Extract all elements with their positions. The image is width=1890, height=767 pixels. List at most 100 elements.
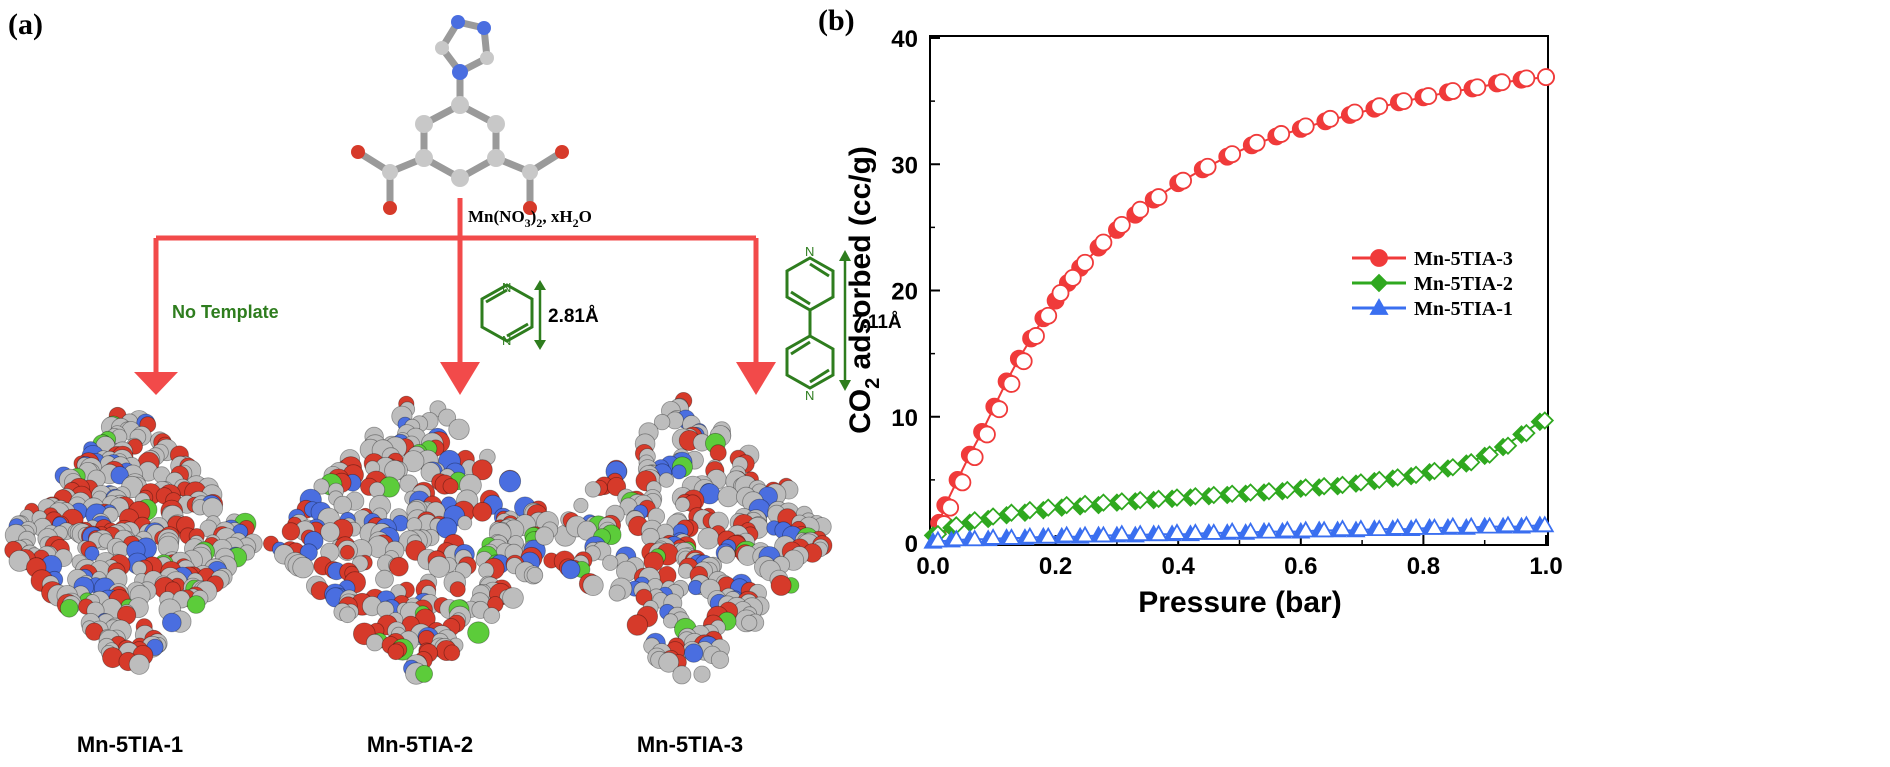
atom-sphere <box>472 501 493 522</box>
atom-sphere <box>438 408 457 427</box>
atom-sphere <box>292 556 314 579</box>
desorption-point <box>946 529 966 547</box>
desorption-point <box>1038 526 1058 544</box>
panel-b-label: (b) <box>818 4 855 37</box>
atom-sphere <box>339 544 355 560</box>
desorption-point <box>1174 171 1193 190</box>
panel-b: (b) 0.0 0.2 0.4 0.6 0.8 1.0 0 10 20 30 40 Pressure… <box>818 4 1563 619</box>
desorption-point <box>1419 87 1438 105</box>
nitrogen-atom <box>451 15 465 29</box>
desorption-point <box>1259 521 1279 539</box>
desorption-point <box>1498 515 1518 533</box>
desorption-point <box>1535 411 1555 430</box>
desorption-point <box>1075 525 1095 543</box>
reagent-label: Mn(NO3)2, xH2O <box>468 207 592 230</box>
desorption-point <box>983 528 1003 545</box>
y-tick-label: 0 <box>905 531 918 558</box>
atom-sphere <box>498 470 522 493</box>
carbon-atom <box>451 96 469 114</box>
desorption-point <box>1443 516 1463 534</box>
atom-sphere <box>684 643 704 663</box>
atom-sphere <box>339 606 356 624</box>
legend-item: Mn-5TIA-3 <box>1352 248 1513 270</box>
atom-sphere <box>573 497 589 514</box>
legend: Mn-5TIA-3 Mn-5TIA-2 Mn-5TIA-1 <box>1352 248 1513 320</box>
atom-sphere <box>128 654 150 675</box>
desorption-point <box>1149 524 1169 542</box>
desorption-point <box>1351 519 1371 537</box>
desorption-point <box>1204 485 1224 505</box>
desorption-point <box>1075 494 1095 514</box>
legend-marker <box>1370 249 1388 267</box>
desorption-point <box>1424 518 1444 535</box>
atom-sphere <box>448 418 470 441</box>
desorption-point <box>1480 445 1499 464</box>
desorption-point <box>1002 503 1021 522</box>
ligand-atoms <box>351 15 569 215</box>
atom-sphere <box>59 598 79 618</box>
arrow-head-right <box>736 362 776 395</box>
arrow-head-middle <box>440 362 480 395</box>
chart-axes: 0.0 0.2 0.4 0.6 0.8 1.0 0 10 20 30 40 <box>891 26 1562 580</box>
desorption-point <box>1296 117 1315 136</box>
atom-sphere <box>526 566 544 584</box>
carbon-atom <box>487 115 505 133</box>
atom-sphere <box>320 522 341 542</box>
legend-item: Mn-5TIA-2 <box>1352 273 1513 295</box>
no-template-label: No Template <box>172 302 279 322</box>
desorption-point <box>1333 475 1352 495</box>
desorption-point <box>1057 525 1077 543</box>
atom-sphere <box>697 527 720 550</box>
atom-sphere <box>584 481 602 498</box>
atom-sphere <box>770 574 792 596</box>
legend-marker <box>1369 273 1389 293</box>
atom-sphere <box>333 495 353 515</box>
y-tick-label: 30 <box>891 152 918 179</box>
desorption-point <box>1272 125 1291 143</box>
atom-sphere <box>415 665 434 683</box>
legend-label: Mn-5TIA-1 <box>1414 298 1513 320</box>
atom-sphere <box>162 612 182 633</box>
atom-sphere <box>186 595 206 614</box>
desorption-point <box>953 473 972 492</box>
x-axis-title: Pressure (bar) <box>1138 586 1341 619</box>
atom-sphere <box>402 450 425 473</box>
desorption-point <box>1443 457 1463 477</box>
desorption-point <box>1492 73 1511 92</box>
product-label-3: Mn-5TIA-3 <box>637 732 743 757</box>
desorption-point <box>1247 133 1266 152</box>
atom-sphere <box>502 587 524 609</box>
legend-marker <box>1369 298 1389 315</box>
desorption-point <box>1130 524 1150 542</box>
desorption-point <box>1094 493 1113 512</box>
atom-sphere <box>483 607 501 624</box>
desorption-point <box>1112 215 1131 234</box>
bipyridine-dimension-label: 7.11Å <box>852 312 902 333</box>
x-tick-label: 0.0 <box>916 553 949 580</box>
desorption-point <box>1480 516 1500 534</box>
desorption-point <box>1027 327 1045 345</box>
dimension-arrow-bipyridine <box>839 250 851 391</box>
atom-sphere <box>709 444 727 462</box>
desorption-point <box>1112 524 1132 542</box>
desorption-point <box>1204 523 1224 540</box>
desorption-point <box>1185 523 1205 540</box>
carbon-atom <box>480 51 494 65</box>
atom-sphere <box>602 554 619 571</box>
nitrogen-label: N <box>502 333 511 348</box>
desorption-point <box>1093 525 1113 543</box>
atom-sphere <box>710 650 730 669</box>
atom-sphere <box>674 496 691 512</box>
panel-a-label: (a) <box>8 8 43 41</box>
atom-sphere <box>375 569 394 589</box>
atom-sphere <box>662 613 679 629</box>
panel-a: (a) <box>4 8 902 757</box>
x-tick-label: 0.6 <box>1284 553 1317 580</box>
desorption-point <box>978 425 996 444</box>
atom-sphere <box>442 478 459 495</box>
desorption-point <box>1369 470 1389 490</box>
desorption-point <box>1039 306 1058 325</box>
atom-sphere <box>387 643 405 661</box>
desorption-point <box>1498 436 1518 456</box>
